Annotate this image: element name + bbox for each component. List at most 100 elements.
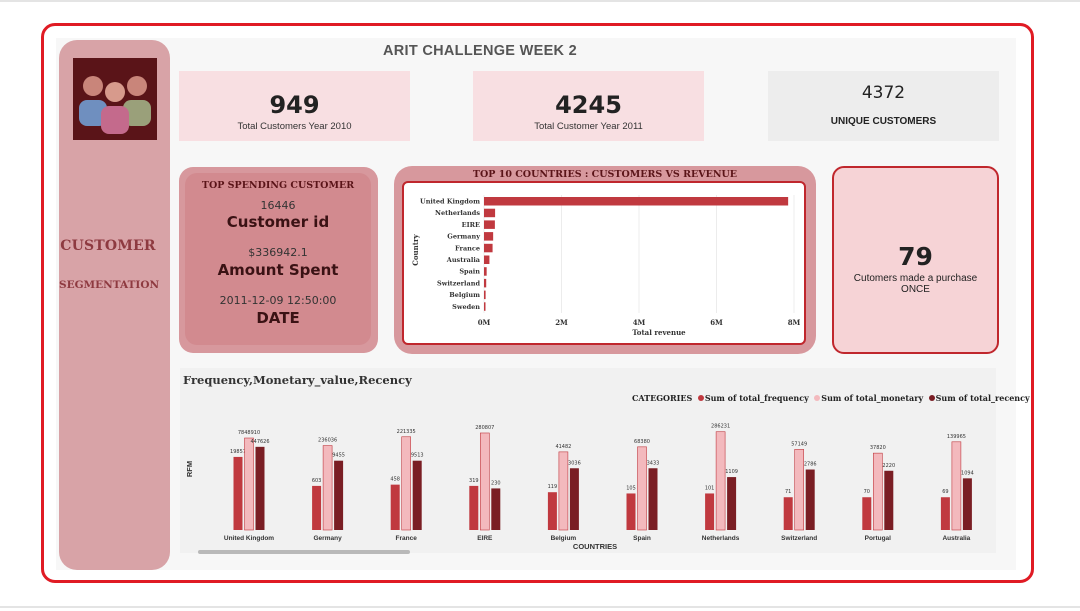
kpi-card-2010[interactable]: 949 Total Customers Year 2010 bbox=[179, 71, 410, 141]
rfm-chart-title: Frequency,Monetary_value,Recency bbox=[183, 373, 412, 387]
rfm-bar[interactable] bbox=[872, 452, 883, 531]
top-spender-id-label: Customer id bbox=[226, 213, 330, 231]
top-spender-amount-label: Amount Spent bbox=[217, 261, 339, 279]
top-spender-date-label: DATE bbox=[256, 309, 300, 327]
report-title: ARIT CHALLENGE WEEK 2 bbox=[383, 43, 577, 59]
hchart-bar[interactable] bbox=[484, 255, 490, 265]
rfm-bar[interactable] bbox=[322, 445, 333, 531]
rfm-data-label: 3433 bbox=[647, 460, 660, 466]
sidebar-title: CUSTOMER bbox=[60, 238, 156, 254]
rfm-bar[interactable] bbox=[715, 431, 726, 531]
rfm-bar[interactable] bbox=[233, 456, 243, 530]
rfm-bar[interactable] bbox=[558, 451, 569, 531]
kpi-card-2011[interactable]: 4245 Total Customer Year 2011 bbox=[473, 71, 704, 141]
rfm-bar[interactable] bbox=[805, 469, 815, 530]
rfm-bar[interactable] bbox=[312, 485, 322, 530]
rfm-bar[interactable] bbox=[727, 477, 737, 530]
customers-group-icon bbox=[73, 58, 157, 140]
legend-dot-frequency bbox=[697, 395, 704, 401]
legend-title: CATEGORIES bbox=[632, 393, 693, 403]
rfm-data-label: 236036 bbox=[318, 438, 337, 444]
rfm-bar[interactable] bbox=[412, 460, 422, 530]
hchart-bar[interactable] bbox=[484, 290, 486, 300]
legend-item-monetary[interactable]: Sum of total_monetary bbox=[821, 393, 924, 403]
rfm-bar[interactable] bbox=[626, 493, 636, 530]
rfm-bar[interactable] bbox=[862, 497, 872, 530]
rfm-data-label: 119 bbox=[548, 484, 558, 490]
hchart-bar[interactable] bbox=[484, 208, 496, 218]
top-spender-amount-value: $336942.1 bbox=[248, 246, 308, 259]
rfm-data-label: 19857 bbox=[230, 449, 246, 455]
rfm-data-label: 7848910 bbox=[238, 430, 260, 436]
rfm-category-label: Germany bbox=[314, 535, 343, 542]
rfm-bar[interactable] bbox=[255, 446, 265, 530]
hchart-bar[interactable] bbox=[484, 302, 486, 311]
rfm-category-label: Netherlands bbox=[702, 535, 740, 542]
rfm-bar[interactable] bbox=[479, 432, 490, 531]
rfm-data-label: 3036 bbox=[568, 460, 581, 466]
rfm-category-label: United Kingdom bbox=[224, 535, 274, 542]
rfm-category-label: EIRE bbox=[477, 535, 493, 542]
top-spender-id-value: 16446 bbox=[260, 199, 296, 212]
kpi-value-unique: 4372 bbox=[861, 83, 906, 103]
top-countries-chart[interactable]: 0M 2M 4M 6M 8M United Kingdom Netherlands EIRE G… bbox=[404, 183, 803, 342]
hchart-bar[interactable] bbox=[484, 267, 487, 276]
rfm-data-label: 458 bbox=[390, 477, 400, 483]
rfm-data-label: 9513 bbox=[411, 453, 424, 459]
rfm-data-label: 68380 bbox=[634, 439, 650, 445]
rfm-category-label: Belgium bbox=[551, 535, 577, 542]
rfm-bar[interactable] bbox=[547, 492, 557, 530]
rfm-bar[interactable] bbox=[705, 493, 715, 530]
hchart-bar[interactable] bbox=[484, 232, 494, 241]
legend-item-frequency[interactable]: Sum of total_frequency bbox=[704, 393, 809, 403]
rfm-data-label: 603 bbox=[312, 478, 322, 484]
rfm-bar[interactable] bbox=[951, 441, 962, 531]
rfm-bar[interactable] bbox=[334, 460, 344, 530]
rfm-data-label: 57149 bbox=[791, 441, 807, 447]
hchart-xaxis-title: Total revenue bbox=[632, 328, 686, 337]
once-buyers-card[interactable]: 79 Cutomers made a purchase ONCE bbox=[832, 166, 999, 354]
hchart-category-label: EIRE bbox=[462, 221, 480, 229]
rfm-data-label: 319 bbox=[469, 478, 479, 484]
hchart-xtick-label: 2M bbox=[555, 318, 568, 327]
rfm-grouped-bar-chart[interactable]: 19857 7848910 447626 United Kingdom 603 23603… bbox=[180, 403, 996, 553]
legend-dot-recency bbox=[928, 395, 935, 401]
hchart-bar[interactable] bbox=[484, 278, 487, 288]
kpi-label-2010: Total Customers Year 2010 bbox=[237, 121, 352, 132]
top-spender-date-value: 2011-12-09 12:50:00 bbox=[219, 294, 337, 307]
rfm-bar[interactable] bbox=[390, 484, 400, 530]
hchart-bar[interactable] bbox=[484, 197, 789, 206]
hchart-bar[interactable] bbox=[484, 220, 495, 229]
rfm-bar[interactable] bbox=[962, 478, 972, 530]
rfm-bar[interactable] bbox=[401, 436, 411, 531]
hchart-category-label: Spain bbox=[459, 268, 480, 276]
rfm-data-label: 447626 bbox=[250, 439, 269, 445]
rfm-bar[interactable] bbox=[637, 446, 647, 531]
rfm-category-label: Spain bbox=[633, 535, 651, 542]
legend-item-recency[interactable]: Sum of total_recency bbox=[935, 393, 1030, 403]
rfm-horizontal-scrollbar[interactable] bbox=[198, 550, 410, 554]
rfm-bar[interactable] bbox=[648, 468, 658, 530]
rfm-bar[interactable] bbox=[469, 485, 479, 530]
rfm-bar[interactable] bbox=[940, 497, 950, 530]
rfm-bar[interactable] bbox=[794, 449, 805, 531]
hchart-xtick-label: 4M bbox=[633, 318, 646, 327]
hchart-xtick-label: 6M bbox=[710, 318, 723, 327]
once-buyers-label-line1: Cutomers made a purchase bbox=[853, 273, 978, 284]
rfm-bar[interactable] bbox=[491, 488, 501, 530]
hchart-category-label: Switzerland bbox=[437, 279, 480, 287]
rfm-data-label: 2786 bbox=[804, 462, 817, 468]
rfm-bar[interactable] bbox=[783, 497, 793, 530]
hchart-bar[interactable] bbox=[484, 243, 493, 253]
rfm-legend[interactable]: CATEGORIES Sum of total_frequency Sum of… bbox=[632, 393, 1030, 403]
rfm-bar[interactable] bbox=[884, 470, 894, 530]
rfm-bar[interactable] bbox=[244, 437, 254, 531]
rfm-bar[interactable] bbox=[569, 468, 579, 530]
hchart-yaxis-title: Country bbox=[411, 233, 420, 265]
top-countries-chart-area[interactable]: 0M 2M 4M 6M 8M United Kingdom Netherlands EIRE G… bbox=[402, 181, 806, 345]
rfm-data-label: 280807 bbox=[475, 425, 494, 431]
kpi-card-unique[interactable]: 4372 UNIQUE CUSTOMERS bbox=[768, 71, 999, 141]
legend-dot-monetary bbox=[814, 395, 821, 401]
rfm-category-label: Portugal bbox=[865, 535, 892, 542]
rfm-data-label: 105 bbox=[626, 485, 636, 491]
